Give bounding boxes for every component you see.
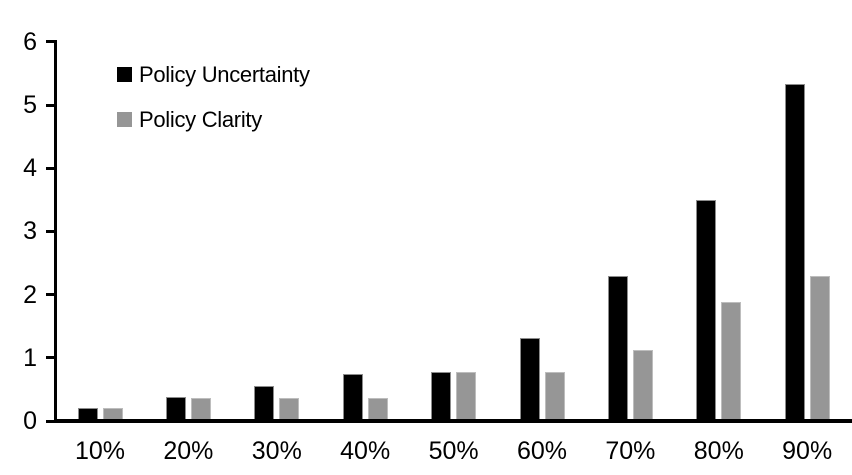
legend-label-policy-clarity: Policy Clarity bbox=[139, 106, 262, 132]
legend-swatch-policy-uncertainty bbox=[117, 67, 132, 82]
chart-legend: Policy Uncertainty Policy Clarity bbox=[117, 61, 310, 132]
y-axis-tick-label: 0 bbox=[23, 407, 37, 435]
legend-swatch-policy-clarity bbox=[117, 112, 132, 127]
x-axis-label-70%: 70% bbox=[605, 437, 656, 465]
bar-policy-uncertainty-90% bbox=[784, 84, 805, 421]
bar-policy-clarity-40% bbox=[367, 397, 388, 421]
y-axis-tick bbox=[46, 419, 55, 423]
y-axis-tick bbox=[46, 166, 55, 170]
y-axis-tick bbox=[46, 103, 55, 107]
x-axis-label-20%: 20% bbox=[163, 437, 214, 465]
x-axis-line bbox=[54, 419, 852, 423]
legend-item-policy-clarity: Policy Clarity bbox=[117, 106, 310, 132]
bar-policy-clarity-50% bbox=[456, 372, 477, 421]
bar-policy-uncertainty-80% bbox=[696, 199, 717, 421]
x-axis-label-80%: 80% bbox=[693, 437, 744, 465]
x-axis-label-60%: 60% bbox=[516, 437, 568, 465]
bar-policy-clarity-80% bbox=[721, 302, 742, 421]
bar-policy-uncertainty-70% bbox=[607, 275, 628, 421]
legend-item-policy-uncertainty: Policy Uncertainty bbox=[117, 61, 310, 87]
y-axis-tick-label: 6 bbox=[23, 27, 37, 56]
y-axis-tick bbox=[46, 40, 55, 44]
x-axis-label-30%: 30% bbox=[251, 437, 302, 465]
bar-policy-uncertainty-50% bbox=[431, 371, 452, 421]
y-axis-line bbox=[54, 40, 57, 422]
y-axis-tick bbox=[46, 356, 55, 360]
x-axis-label-10%: 10% bbox=[74, 437, 126, 465]
bar-policy-clarity-70% bbox=[632, 350, 653, 421]
y-axis-tick-label: 5 bbox=[23, 91, 37, 119]
legend-label-policy-uncertainty: Policy Uncertainty bbox=[139, 61, 310, 87]
y-axis-tick-label: 3 bbox=[23, 217, 37, 246]
bar-policy-uncertainty-40% bbox=[342, 373, 363, 421]
bar-policy-clarity-20% bbox=[190, 397, 211, 421]
y-axis-tick bbox=[46, 229, 55, 233]
y-axis-tick-label: 4 bbox=[23, 154, 37, 183]
y-axis-tick-label: 2 bbox=[23, 280, 37, 309]
bar-policy-clarity-30% bbox=[279, 397, 300, 421]
x-axis-label-50%: 50% bbox=[428, 437, 479, 465]
x-axis-label-40%: 40% bbox=[340, 437, 391, 465]
y-axis-tick-label: 1 bbox=[23, 343, 37, 372]
bar-policy-uncertainty-20% bbox=[165, 396, 186, 421]
y-axis-tick bbox=[46, 293, 55, 297]
bar-policy-uncertainty-60% bbox=[519, 337, 540, 421]
x-axis-label-90%: 90% bbox=[782, 437, 833, 465]
bar-policy-clarity-60% bbox=[544, 372, 565, 421]
bar-policy-clarity-90% bbox=[809, 276, 830, 421]
bar-policy-uncertainty-30% bbox=[254, 386, 275, 421]
